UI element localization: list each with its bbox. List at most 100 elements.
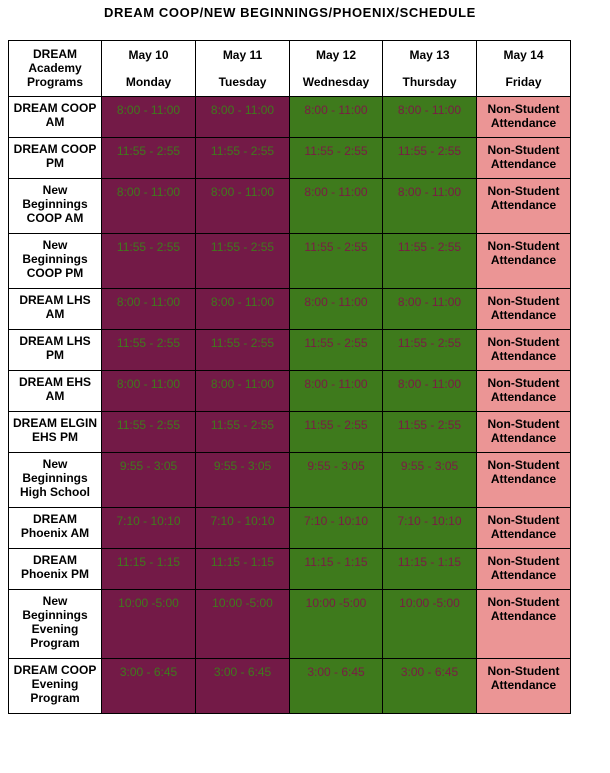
- time-cell-tue: 10:00 -5:00: [195, 589, 290, 659]
- attendance-cell-fri: Non-Student Attendance: [476, 329, 571, 371]
- program-name-cell: New Beginnings High School: [8, 452, 102, 508]
- header-day: Thursday: [402, 75, 457, 89]
- attendance-label: Non-Student Attendance: [487, 458, 560, 486]
- header-date: May 12: [315, 48, 357, 62]
- time-cell-thu: 8:00 - 11:00: [382, 178, 477, 234]
- time-cell-mon: 10:00 -5:00: [101, 589, 196, 659]
- table-row: DREAM EHS AM 8:00 - 11:00 8:00 - 11:00 8:00…: [8, 370, 571, 412]
- attendance-label: Non-Student Attendance: [487, 513, 560, 541]
- time-cell-wed: 8:00 - 11:00: [289, 288, 383, 330]
- time-cell-thu: 3:00 - 6:45: [382, 658, 477, 714]
- time-cell-mon: 3:00 - 6:45: [101, 658, 196, 714]
- time-cell-mon: 8:00 - 11:00: [101, 370, 196, 412]
- table-row: DREAM COOP Evening Program 3:00 - 6:45 3:0…: [8, 658, 571, 714]
- schedule-table: DREAM Academy Programs May 10 Monday May…: [8, 40, 571, 714]
- program-name: DREAM COOP PM: [13, 142, 97, 170]
- time-cell-wed: 11:55 - 2:55: [289, 329, 383, 371]
- attendance-cell-fri: Non-Student Attendance: [476, 548, 571, 590]
- attendance-label: Non-Student Attendance: [487, 239, 560, 267]
- header-day-thu: May 13 Thursday: [382, 40, 477, 97]
- schedule-body: DREAM COOP AM 8:00 - 11:00 8:00 - 11:00 8:0…: [8, 96, 571, 714]
- header-day: Friday: [505, 75, 542, 89]
- program-name-cell: DREAM LHS AM: [8, 288, 102, 330]
- attendance-cell-fri: Non-Student Attendance: [476, 233, 571, 289]
- time-cell-thu: 11:55 - 2:55: [382, 411, 477, 453]
- time-cell-thu: 8:00 - 11:00: [382, 96, 477, 138]
- attendance-cell-fri: Non-Student Attendance: [476, 288, 571, 330]
- time-cell-thu: 11:55 - 2:55: [382, 137, 477, 179]
- attendance-cell-fri: Non-Student Attendance: [476, 452, 571, 508]
- table-row: DREAM Phoenix PM 11:15 - 1:15 11:15 - 1:15…: [8, 548, 571, 590]
- attendance-label: Non-Student Attendance: [487, 664, 560, 692]
- time-cell-tue: 11:15 - 1:15: [195, 548, 290, 590]
- time-cell-wed: 11:55 - 2:55: [289, 137, 383, 179]
- attendance-label: Non-Student Attendance: [487, 417, 560, 445]
- table-row: New Beginnings High School 9:55 - 3:05 9:5…: [8, 452, 571, 508]
- attendance-label: Non-Student Attendance: [487, 143, 560, 171]
- program-name-cell: DREAM EHS AM: [8, 370, 102, 412]
- program-name-cell: DREAM ELGIN EHS PM: [8, 411, 102, 453]
- time-cell-thu: 7:10 - 10:10: [382, 507, 477, 549]
- table-row: New Beginnings COOP PM 11:55 - 2:55 11:55 …: [8, 233, 571, 289]
- attendance-label: Non-Student Attendance: [487, 335, 560, 363]
- program-name-cell: DREAM Phoenix PM: [8, 548, 102, 590]
- header-date: May 11: [222, 48, 263, 62]
- time-cell-tue: 8:00 - 11:00: [195, 288, 290, 330]
- program-name: DREAM COOP Evening Program: [13, 663, 97, 705]
- time-cell-thu: 11:55 - 2:55: [382, 233, 477, 289]
- program-name: New Beginnings High School: [20, 457, 90, 499]
- time-cell-wed: 11:55 - 2:55: [289, 233, 383, 289]
- header-date: May 14: [503, 48, 544, 62]
- program-name-cell: DREAM Phoenix AM: [8, 507, 102, 549]
- time-cell-wed: 8:00 - 11:00: [289, 96, 383, 138]
- header-date: May 13: [409, 48, 450, 62]
- time-cell-mon: 8:00 - 11:00: [101, 288, 196, 330]
- program-name: DREAM Phoenix AM: [20, 512, 90, 540]
- header-day: Tuesday: [218, 75, 267, 89]
- header-corner-label: DREAM Academy Programs: [26, 47, 84, 89]
- time-cell-tue: 8:00 - 11:00: [195, 178, 290, 234]
- time-cell-tue: 3:00 - 6:45: [195, 658, 290, 714]
- time-cell-mon: 11:15 - 1:15: [101, 548, 196, 590]
- attendance-label: Non-Student Attendance: [487, 294, 560, 322]
- time-cell-tue: 11:55 - 2:55: [195, 329, 290, 371]
- program-name-cell: DREAM COOP AM: [8, 96, 102, 138]
- time-cell-tue: 8:00 - 11:00: [195, 96, 290, 138]
- program-name: New Beginnings Evening Program: [22, 594, 88, 650]
- time-cell-thu: 10:00 -5:00: [382, 589, 477, 659]
- program-name: New Beginnings COOP PM: [22, 238, 88, 280]
- program-name: New Beginnings COOP AM: [22, 183, 88, 225]
- program-name: DREAM ELGIN EHS PM: [13, 416, 97, 444]
- attendance-label: Non-Student Attendance: [487, 554, 560, 582]
- attendance-cell-fri: Non-Student Attendance: [476, 507, 571, 549]
- attendance-cell-fri: Non-Student Attendance: [476, 96, 571, 138]
- header-day-wed: May 12 Wednesday: [289, 40, 383, 97]
- time-cell-tue: 11:55 - 2:55: [195, 233, 290, 289]
- time-cell-wed: 11:15 - 1:15: [289, 548, 383, 590]
- attendance-cell-fri: Non-Student Attendance: [476, 658, 571, 714]
- program-name: DREAM EHS AM: [18, 375, 91, 403]
- attendance-cell-fri: Non-Student Attendance: [476, 178, 571, 234]
- time-cell-tue: 9:55 - 3:05: [195, 452, 290, 508]
- program-name-cell: New Beginnings Evening Program: [8, 589, 102, 659]
- program-name-cell: New Beginnings COOP PM: [8, 233, 102, 289]
- program-name-cell: DREAM LHS PM: [8, 329, 102, 371]
- program-name-cell: New Beginnings COOP AM: [8, 178, 102, 234]
- attendance-label: Non-Student Attendance: [487, 376, 560, 404]
- attendance-label: Non-Student Attendance: [487, 595, 560, 623]
- time-cell-mon: 11:55 - 2:55: [101, 137, 196, 179]
- table-row: DREAM Phoenix AM 7:10 - 10:10 7:10 - 10:10…: [8, 507, 571, 549]
- time-cell-thu: 9:55 - 3:05: [382, 452, 477, 508]
- time-cell-tue: 7:10 - 10:10: [195, 507, 290, 549]
- attendance-label: Non-Student Attendance: [487, 184, 560, 212]
- time-cell-mon: 11:55 - 2:55: [101, 329, 196, 371]
- table-row: New Beginnings Evening Program 10:00 -5:0…: [8, 589, 571, 659]
- time-cell-mon: 7:10 - 10:10: [101, 507, 196, 549]
- time-cell-thu: 8:00 - 11:00: [382, 370, 477, 412]
- program-name-cell: DREAM COOP Evening Program: [8, 658, 102, 714]
- header-row: DREAM Academy Programs May 10 Monday May…: [8, 40, 571, 97]
- attendance-cell-fri: Non-Student Attendance: [476, 589, 571, 659]
- program-name-cell: DREAM COOP PM: [8, 137, 102, 179]
- header-day: Wednesday: [302, 75, 370, 89]
- time-cell-wed: 7:10 - 10:10: [289, 507, 383, 549]
